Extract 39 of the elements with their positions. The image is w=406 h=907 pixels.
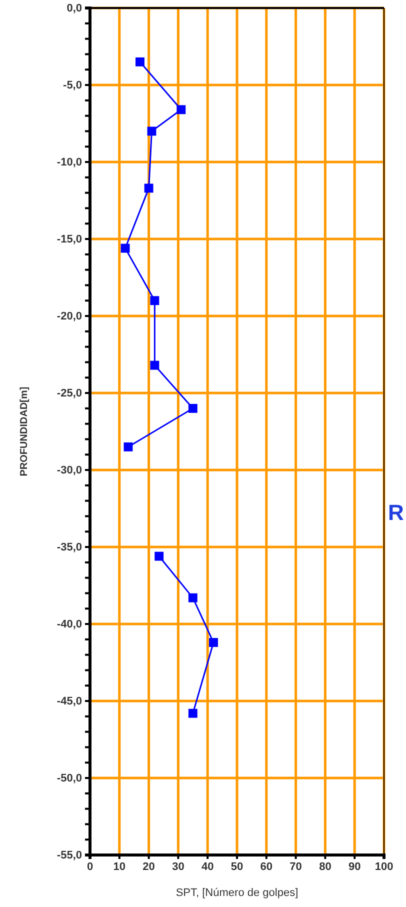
y-tick-label: -15,0 [56,234,82,246]
x-tick-label: 100 [374,860,394,873]
point [154,552,164,561]
x-axis-title: SPT, [Número de golpes] [176,887,298,899]
x-tick-label: 20 [142,860,155,873]
x-tick-label: 0 [86,860,94,873]
point [136,57,144,66]
y-axis-title: PROFUNDIDAD[m] [19,386,30,476]
x-tick-label: 90 [348,860,361,873]
point [188,593,198,602]
point [150,296,160,306]
point [176,105,186,114]
point [124,442,133,452]
point [150,360,160,370]
y-tick-label: -30,0 [56,464,82,477]
point [147,126,156,136]
x-tick-label: 30 [172,860,184,873]
y-tick-label: -20,0 [56,310,82,323]
text: R [388,500,404,525]
x-tick-label: 80 [319,860,332,873]
y-tick-label: -45,0 [56,696,82,708]
point [188,708,198,718]
y-tick-label: -25,0 [56,388,82,400]
y-tick-label: 0,0 [66,2,82,15]
point [209,638,218,647]
y-tick-label: -55,0 [56,850,82,862]
y-tick-label: -10,0 [56,156,82,169]
y-tick-label: -50,0 [56,772,82,785]
x-tick-label: 10 [113,860,126,873]
point [188,404,198,413]
x-tick-label: 70 [290,860,302,873]
y-tick-label: -35,0 [56,542,82,554]
y-tick-label: -5,0 [63,80,82,92]
x-tick-label: 40 [201,860,214,873]
y-tick-label: -40,0 [56,618,82,631]
x-tick-label: 50 [230,860,244,873]
point [144,184,154,193]
x-tick-label: 60 [260,860,273,873]
point [120,244,130,253]
